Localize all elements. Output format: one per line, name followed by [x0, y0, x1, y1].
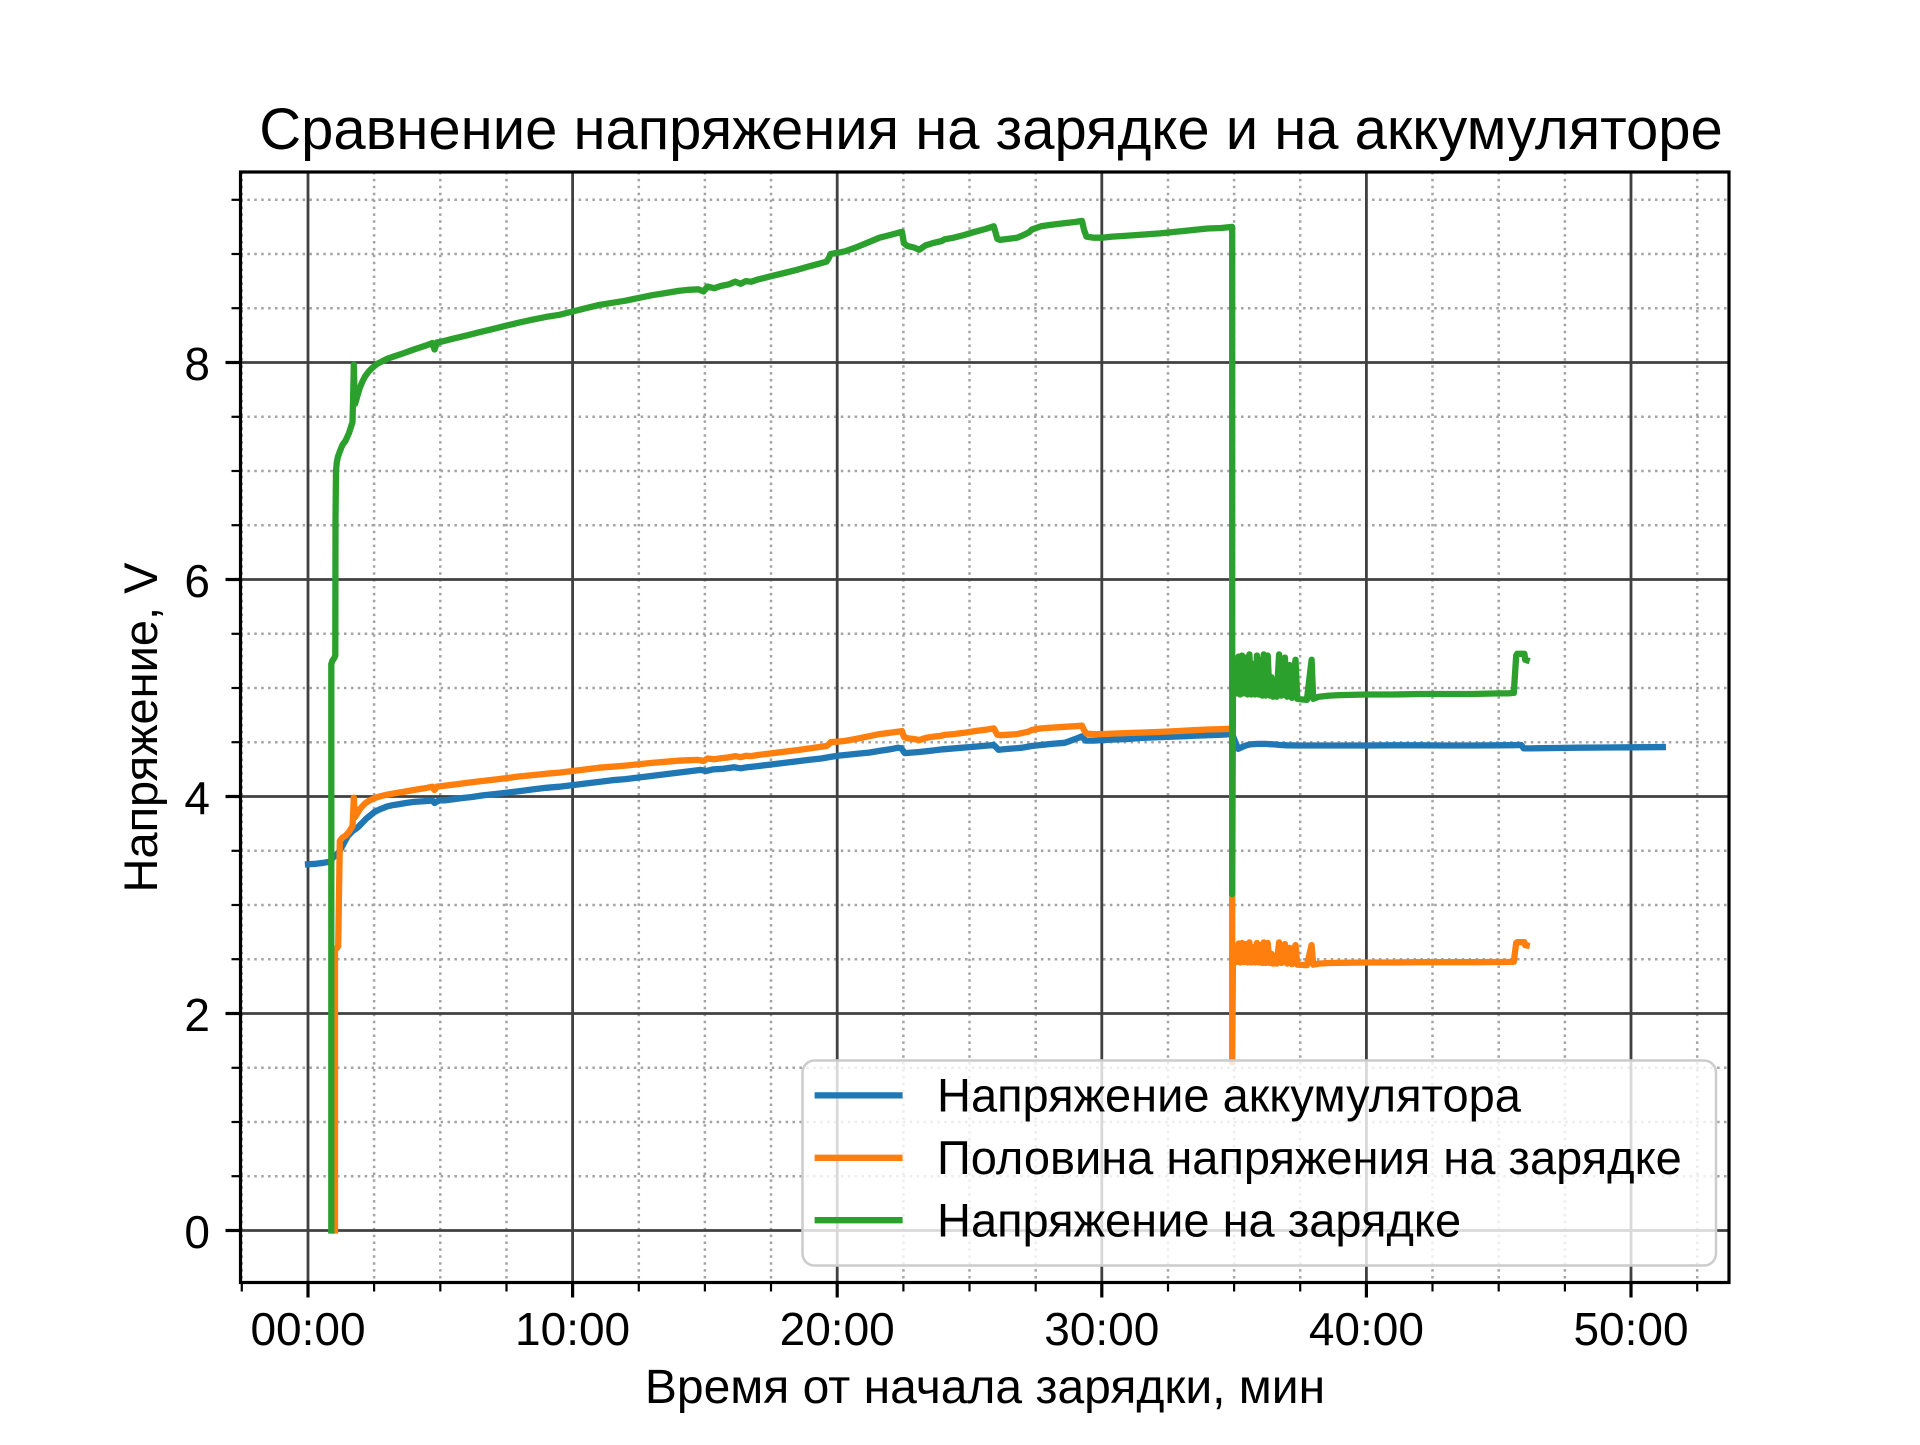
- svg-text:20:00: 20:00: [780, 1303, 895, 1355]
- svg-text:8: 8: [184, 338, 210, 390]
- svg-text:2: 2: [184, 989, 210, 1041]
- svg-text:Половина напряжения на зарядке: Половина напряжения на зарядке: [937, 1131, 1682, 1184]
- svg-text:0: 0: [184, 1206, 210, 1258]
- svg-text:40:00: 40:00: [1309, 1303, 1424, 1355]
- svg-text:30:00: 30:00: [1044, 1303, 1159, 1355]
- svg-text:Сравнение напряжения на зарядк: Сравнение напряжения на зарядке и на акк…: [259, 97, 1723, 162]
- svg-text:Напряжение аккумулятора: Напряжение аккумулятора: [937, 1069, 1522, 1122]
- svg-text:Напряжение, V: Напряжение, V: [114, 562, 167, 893]
- svg-text:4: 4: [184, 772, 210, 824]
- svg-text:Напряжение на зарядке: Напряжение на зарядке: [937, 1193, 1461, 1246]
- svg-text:50:00: 50:00: [1573, 1303, 1688, 1355]
- svg-text:10:00: 10:00: [515, 1303, 630, 1355]
- svg-text:00:00: 00:00: [250, 1303, 365, 1355]
- svg-text:6: 6: [184, 555, 210, 607]
- svg-text:Время от начала зарядки, мин: Время от начала зарядки, мин: [645, 1361, 1325, 1414]
